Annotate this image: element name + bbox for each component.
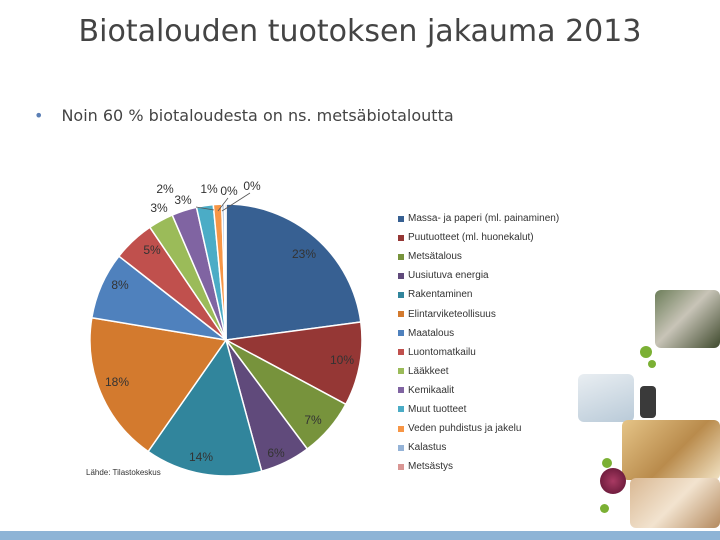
legend-label: Elintarviketeollisuus [408,308,496,320]
legend-label: Rakentaminen [408,289,473,301]
pie-slice [223,203,227,341]
slice-data-label: 18% [105,375,129,389]
legend-item: Metsätalous [398,247,559,266]
legend-swatch [398,368,404,375]
slice-data-label: 6% [267,446,285,460]
legend-label: Veden puhdistus ja jakelu [408,423,522,435]
green-dot [600,504,609,513]
packaging-photo [578,374,634,422]
legend-label: Kalastus [408,442,447,454]
legend-item: Uusiutuva energia [398,266,559,285]
legend-item: Kalastus [398,438,559,457]
leader-line [195,206,215,211]
legend-item: Puutuotteet (ml. huonekalut) [398,228,559,247]
legend-label: Puutuotteet (ml. huonekalut) [408,232,534,244]
legend-label: Metsästys [408,461,454,473]
slice-data-label: 5% [143,243,161,257]
wood-photo [630,478,720,528]
legend-item: Lääkkeet [398,362,559,381]
legend-swatch [398,291,404,298]
legend-label: Kemikaalit [408,384,455,396]
legend-label: Lääkkeet [408,365,449,377]
legend-item: Veden puhdistus ja jakelu [398,419,559,438]
pie-slice [223,321,363,406]
bullet-point: • Noin 60 % biotaloudesta on ns. metsäbio… [34,106,454,125]
green-dot [648,360,656,368]
slice-data-label: 14% [189,450,213,464]
legend-swatch [398,215,404,222]
legend-label: Maatalous [408,327,455,339]
berries-photo [600,468,626,494]
decorative-photo-collage [560,262,720,530]
leader-line [221,192,251,212]
slice-data-label: 10% [330,353,354,367]
legend-label: Luontomatkailu [408,346,476,358]
timber-truck-photo [655,290,720,348]
legend-swatch [398,463,404,470]
leader-line [217,197,229,212]
legend-item: Maatalous [398,324,559,343]
legend-swatch [398,387,404,394]
slice-data-label: 3% [150,201,168,215]
bullet-dot: • [34,106,44,125]
green-dot [640,346,652,358]
legend-label: Massa- ja paperi (ml. painaminen) [408,213,560,225]
legend-swatch [398,406,404,413]
legend-swatch [398,330,404,337]
footer-bar [0,531,720,540]
slice-data-label: 0% [220,184,238,198]
legend-item: Kemikaalit [398,381,559,400]
pie-slice [147,338,263,477]
slice-data-label: 0% [243,179,261,193]
source-note: Lähde: Tilastokeskus [86,468,161,477]
legend-item: Massa- ja paperi (ml. painaminen) [398,209,559,228]
slice-data-label: 1% [200,182,218,196]
slice-data-label: 23% [292,247,316,261]
slide-title: Biotalouden tuotoksen jakauma 2013 [78,14,642,49]
green-dot [602,458,612,468]
legend-swatch [398,272,404,279]
legend-swatch [398,311,404,318]
legend-swatch [398,234,404,241]
legend-swatch [398,349,404,356]
legend-swatch [398,444,404,451]
bottle-photo [640,386,656,418]
bullet-text: Noin 60 % biotaloudesta on ns. metsäbiot… [61,106,454,125]
slice-data-label: 7% [304,413,322,427]
legend-swatch [398,253,404,260]
slice-data-label: 2% [156,182,174,196]
slice-data-label: 3% [174,193,192,207]
legend-item: Metsästys [398,457,559,476]
slice-data-label: 8% [111,278,129,292]
pie-slice [89,316,228,453]
sandwich-photo [622,420,720,480]
legend-label: Metsätalous [408,251,462,263]
pie-slice [225,203,362,341]
legend-item: Rakentaminen [398,285,559,304]
legend-item: Muut tuotteet [398,400,559,419]
chart-legend: Massa- ja paperi (ml. painaminen) Puutuot… [398,209,559,476]
legend-item: Luontomatkailu [398,343,559,362]
legend-swatch [398,425,404,432]
legend-label: Uusiutuva energia [408,270,489,282]
legend-item: Elintarviketeollisuus [398,304,559,323]
legend-label: Muut tuotteet [408,403,467,415]
